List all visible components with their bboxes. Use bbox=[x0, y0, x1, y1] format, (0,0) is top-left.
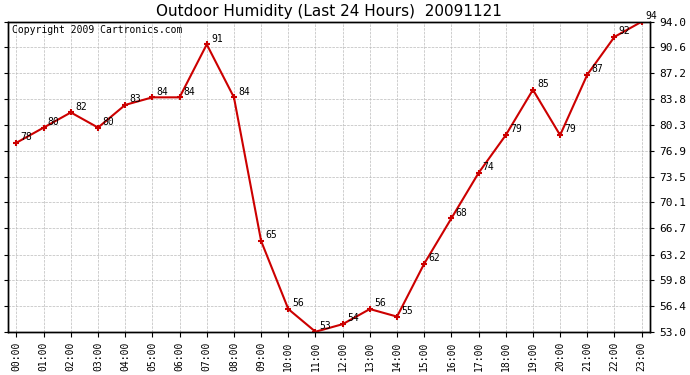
Text: 84: 84 bbox=[157, 87, 168, 96]
Text: 91: 91 bbox=[211, 34, 223, 44]
Text: 94: 94 bbox=[646, 11, 658, 21]
Text: 80: 80 bbox=[48, 117, 59, 127]
Title: Outdoor Humidity (Last 24 Hours)  20091121: Outdoor Humidity (Last 24 Hours) 2009112… bbox=[156, 4, 502, 19]
Text: 85: 85 bbox=[537, 79, 549, 89]
Text: 62: 62 bbox=[428, 253, 440, 263]
Text: 68: 68 bbox=[455, 207, 467, 218]
Text: 65: 65 bbox=[265, 230, 277, 240]
Text: 84: 84 bbox=[184, 87, 195, 96]
Text: 83: 83 bbox=[130, 94, 141, 104]
Text: 79: 79 bbox=[510, 124, 522, 134]
Text: 56: 56 bbox=[374, 298, 386, 308]
Text: Copyright 2009 Cartronics.com: Copyright 2009 Cartronics.com bbox=[12, 25, 182, 35]
Text: 80: 80 bbox=[102, 117, 114, 127]
Text: 54: 54 bbox=[347, 314, 359, 323]
Text: 56: 56 bbox=[293, 298, 304, 308]
Text: 55: 55 bbox=[401, 306, 413, 316]
Text: 53: 53 bbox=[319, 321, 331, 331]
Text: 82: 82 bbox=[75, 102, 87, 112]
Text: 92: 92 bbox=[619, 26, 631, 36]
Text: 84: 84 bbox=[238, 87, 250, 96]
Text: 79: 79 bbox=[564, 124, 576, 134]
Text: 74: 74 bbox=[483, 162, 495, 172]
Text: 78: 78 bbox=[21, 132, 32, 142]
Text: 87: 87 bbox=[591, 64, 603, 74]
